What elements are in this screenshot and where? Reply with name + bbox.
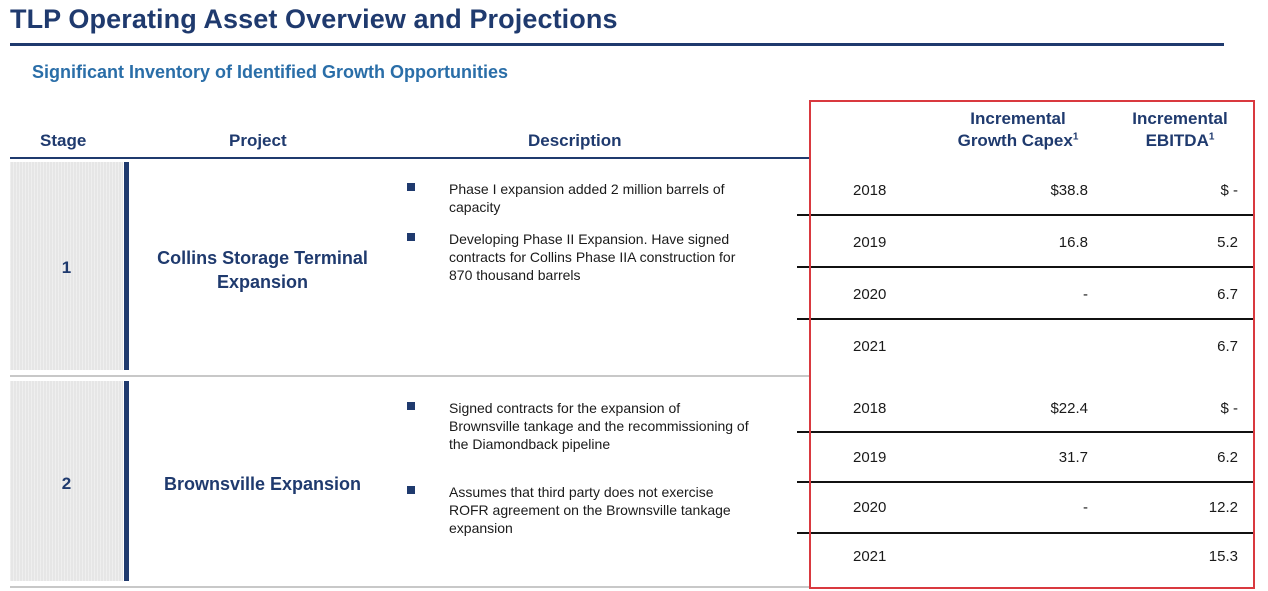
project-name-line2: Expansion [216, 272, 309, 292]
header-ebitda-line1: Incremental [1132, 109, 1228, 128]
header-rule [10, 157, 810, 159]
ebitda-cell: $ - [1220, 400, 1238, 417]
header-capex-line1: Incremental [970, 109, 1066, 128]
title-underline [10, 43, 1224, 46]
ebitda-cell: 5.2 [1217, 234, 1238, 251]
project-name-line1: Brownsville Expansion [163, 474, 362, 494]
description-bullet: Phase I expansion added 2 million barrel… [449, 181, 725, 215]
header-ebitda: Incremental EBITDA1 [1110, 108, 1250, 152]
stage-cell [10, 381, 123, 581]
year-cell: 2020 [853, 286, 887, 303]
stage-number: 2 [61, 474, 72, 493]
project-name: Collins Storage Terminal Expansion [135, 246, 390, 294]
section-divider [10, 375, 810, 377]
row-divider [797, 532, 1254, 534]
year-cell: 2018 [853, 400, 887, 417]
header-stage: Stage [40, 131, 87, 150]
page-subtitle: Significant Inventory of Identified Grow… [32, 62, 508, 82]
footnote-marker: 1 [1208, 131, 1215, 143]
year-cell: 2020 [853, 499, 887, 516]
stage-cell [10, 162, 123, 370]
year-cell: 2021 [853, 338, 887, 355]
ebitda-cell: 15.3 [1208, 548, 1238, 565]
description-bullet: Signed contracts for the expansion of Br… [449, 400, 749, 452]
page-title: TLP Operating Asset Overview and Project… [10, 4, 618, 34]
capex-cell: $38.8 [1050, 182, 1088, 199]
header-ebitda-line2: EBITDA [1145, 131, 1209, 150]
stage-divider-bar [124, 381, 129, 581]
year-cell: 2019 [853, 449, 887, 466]
row-divider [797, 318, 1254, 320]
financials-highlight-box [809, 100, 1255, 589]
project-name-line1: Collins Storage Terminal [157, 248, 368, 268]
project-name: Brownsville Expansion [135, 472, 390, 496]
row-divider [797, 481, 1254, 483]
footnote-marker: 1 [1072, 131, 1079, 143]
ebitda-cell: $ - [1220, 182, 1238, 199]
ebitda-cell: 12.2 [1208, 499, 1238, 516]
header-project: Project [229, 131, 287, 150]
header-capex-line2: Growth Capex [957, 131, 1073, 150]
row-divider [797, 214, 1254, 216]
description-bullet: Developing Phase II Expansion. Have sign… [449, 231, 736, 283]
capex-cell: - [1083, 286, 1088, 303]
year-cell: 2021 [853, 548, 887, 565]
row-divider [797, 431, 1254, 433]
bullet-square-icon [407, 233, 415, 241]
header-growth-capex: Incremental Growth Capex1 [928, 108, 1108, 152]
stage-number: 1 [61, 258, 72, 277]
bullet-square-icon [407, 486, 415, 494]
description-bullet: Assumes that third party does not exerci… [449, 484, 731, 536]
capex-cell: - [1083, 499, 1088, 516]
capex-cell: 31.7 [1058, 449, 1088, 466]
ebitda-cell: 6.7 [1217, 338, 1238, 355]
row-divider [797, 266, 1254, 268]
ebitda-cell: 6.7 [1217, 286, 1238, 303]
capex-cell: $22.4 [1050, 400, 1088, 417]
bullet-square-icon [407, 402, 415, 410]
header-description: Description [528, 131, 622, 150]
stage-divider-bar [124, 162, 129, 370]
bullet-square-icon [407, 183, 415, 191]
year-cell: 2018 [853, 182, 887, 199]
ebitda-cell: 6.2 [1217, 449, 1238, 466]
section-divider [10, 586, 810, 588]
year-cell: 2019 [853, 234, 887, 251]
capex-cell: 16.8 [1058, 234, 1088, 251]
